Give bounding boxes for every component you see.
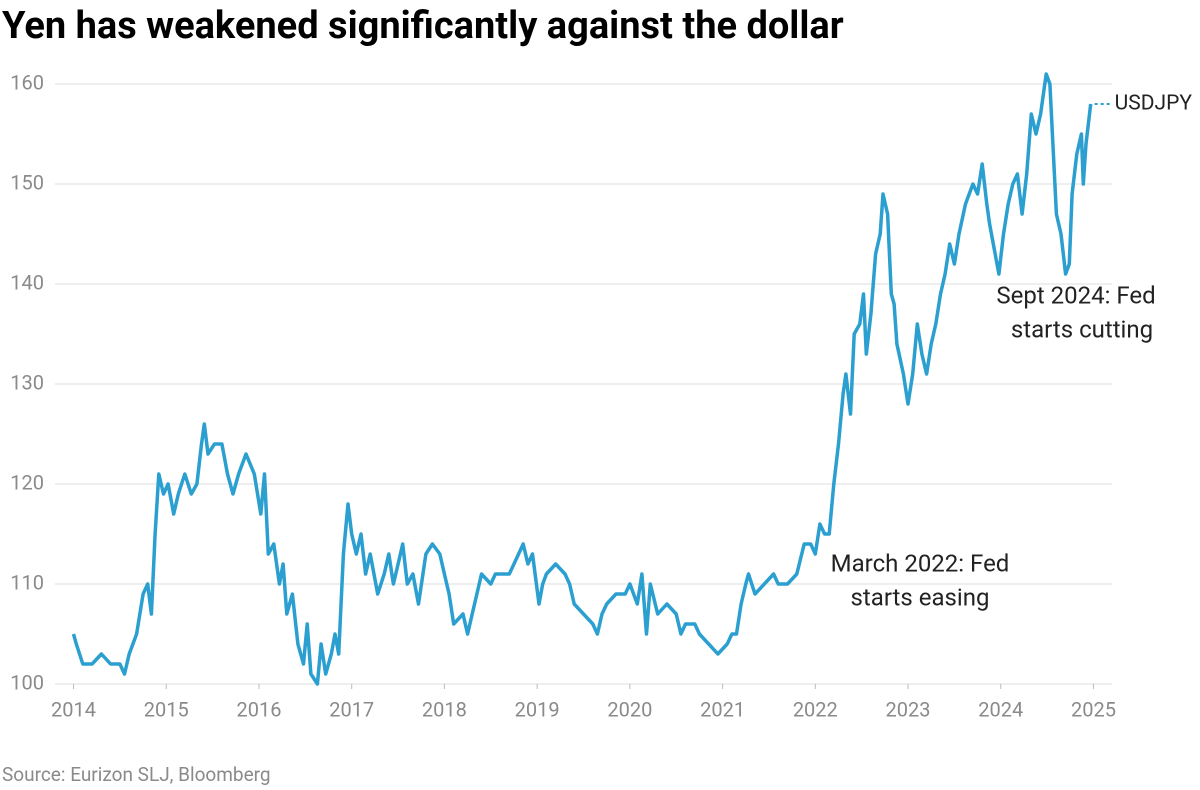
chart-title: Yen has weakened significantly against t…: [2, 4, 844, 48]
y-tick-label: 150: [10, 170, 44, 194]
y-tick-label: 100: [10, 670, 44, 694]
y-tick-label: 120: [10, 470, 44, 494]
annotation: March 2022: Fed: [831, 549, 1010, 577]
annotation: Sept 2024: Fed: [996, 281, 1155, 309]
x-tick-label: 2017: [329, 697, 374, 721]
annotation: starts easing: [851, 583, 990, 611]
y-tick-label: 140: [10, 270, 44, 294]
x-tick-label: 2018: [422, 697, 467, 721]
annotation: starts cutting: [1011, 315, 1153, 343]
y-tick-label: 160: [10, 70, 44, 94]
source: Source: Eurizon SLJ, Bloomberg: [2, 763, 271, 786]
y-tick-label: 130: [10, 370, 44, 394]
y-tick-label: 110: [10, 570, 44, 594]
series-label: USDJPY: [1115, 92, 1193, 116]
x-tick-label: 2014: [51, 697, 96, 721]
x-tick-label: 2024: [978, 697, 1023, 721]
x-tick-label: 2015: [144, 697, 189, 721]
x-tick-label: 2025: [1071, 697, 1116, 721]
line: [71, 72, 1093, 686]
x-tick-label: 2021: [700, 697, 745, 721]
x-tick-label: 2016: [236, 697, 281, 721]
x-tick-label: 2022: [793, 697, 838, 721]
x-tick-label: 2020: [607, 697, 652, 721]
x-tick-label: 2023: [886, 697, 931, 721]
x-tick-label: 2019: [515, 697, 560, 721]
